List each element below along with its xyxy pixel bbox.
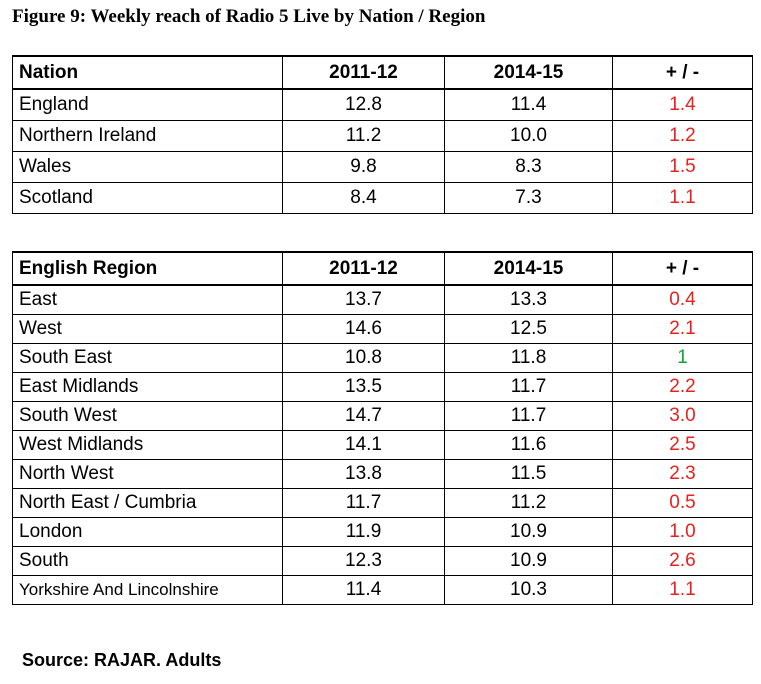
table-row: West Midlands 14.1 11.6 2.5 xyxy=(12,430,753,460)
column-header-2011-12: 2011-12 xyxy=(282,55,445,90)
table-row: North West 13.8 11.5 2.3 xyxy=(12,459,753,489)
column-header-english-region: English Region xyxy=(12,251,283,286)
change-cell: 1.1 xyxy=(612,575,753,605)
value-2011-12-cell: 9.8 xyxy=(282,151,445,183)
table-row: London 11.9 10.9 1.0 xyxy=(12,517,753,547)
table-row: West 14.6 12.5 2.1 xyxy=(12,314,753,344)
change-cell: 0.4 xyxy=(612,284,753,315)
value-2011-12-cell: 14.6 xyxy=(282,314,445,344)
change-cell: 1 xyxy=(612,343,753,373)
value-2011-12-cell: 12.8 xyxy=(282,88,445,121)
value-2011-12-cell: 11.9 xyxy=(282,517,445,547)
value-2014-15-cell: 10.9 xyxy=(444,546,613,576)
table-row: East Midlands 13.5 11.7 2.2 xyxy=(12,372,753,402)
nation-table: Nation 2011-12 2014-15 + / - England 12.8… xyxy=(12,55,753,214)
value-2014-15-cell: 11.8 xyxy=(444,343,613,373)
row-name-cell: Northern Ireland xyxy=(12,120,283,152)
change-cell: 2.6 xyxy=(612,546,753,576)
region-table: English Region 2011-12 2014-15 + / - Eas… xyxy=(12,251,753,605)
column-header-2011-12: 2011-12 xyxy=(282,251,445,286)
row-name-cell: England xyxy=(12,88,283,121)
row-name-cell: North West xyxy=(12,459,283,489)
value-2014-15-cell: 10.3 xyxy=(444,575,613,605)
value-2011-12-cell: 11.7 xyxy=(282,488,445,518)
value-2014-15-cell: 8.3 xyxy=(444,151,613,183)
change-cell: 1.0 xyxy=(612,517,753,547)
table-row: North East / Cumbria 11.7 11.2 0.5 xyxy=(12,488,753,518)
column-header-change: + / - xyxy=(612,55,753,90)
change-cell: 1.2 xyxy=(612,120,753,152)
change-cell: 2.5 xyxy=(612,430,753,460)
value-2014-15-cell: 11.7 xyxy=(444,372,613,402)
column-header-2014-15: 2014-15 xyxy=(444,55,613,90)
value-2014-15-cell: 13.3 xyxy=(444,284,613,315)
column-header-change: + / - xyxy=(612,251,753,286)
value-2011-12-cell: 13.5 xyxy=(282,372,445,402)
row-name-cell: South West xyxy=(12,401,283,431)
figure-title: Figure 9: Weekly reach of Radio 5 Live b… xyxy=(12,6,486,27)
table-row: Wales 9.8 8.3 1.5 xyxy=(12,151,753,183)
table-row: East 13.7 13.3 0.4 xyxy=(12,284,753,315)
value-2014-15-cell: 11.2 xyxy=(444,488,613,518)
change-cell: 1.1 xyxy=(612,182,753,214)
column-header-2014-15: 2014-15 xyxy=(444,251,613,286)
value-2014-15-cell: 11.7 xyxy=(444,401,613,431)
value-2014-15-cell: 7.3 xyxy=(444,182,613,214)
table-row: Scotland 8.4 7.3 1.1 xyxy=(12,182,753,214)
value-2011-12-cell: 11.4 xyxy=(282,575,445,605)
table-header-row: English Region 2011-12 2014-15 + / - xyxy=(12,251,753,286)
row-name-cell: Scotland xyxy=(12,182,283,214)
value-2011-12-cell: 14.7 xyxy=(282,401,445,431)
row-name-cell: Yorkshire And Lincolnshire xyxy=(12,575,283,605)
row-name-cell: East xyxy=(12,284,283,315)
column-header-nation: Nation xyxy=(12,55,283,90)
change-cell: 2.1 xyxy=(612,314,753,344)
table-row: South East 10.8 11.8 1 xyxy=(12,343,753,373)
row-name-cell: West xyxy=(12,314,283,344)
table-row: South 12.3 10.9 2.6 xyxy=(12,546,753,576)
table-row: Northern Ireland 11.2 10.0 1.2 xyxy=(12,120,753,152)
row-name-cell: East Midlands xyxy=(12,372,283,402)
value-2011-12-cell: 12.3 xyxy=(282,546,445,576)
source-note: Source: RAJAR. Adults xyxy=(22,650,222,670)
row-name-cell: South East xyxy=(12,343,283,373)
table-row: Yorkshire And Lincolnshire 11.4 10.3 1.1 xyxy=(12,575,753,605)
change-cell: 1.5 xyxy=(612,151,753,183)
row-name-cell: Wales xyxy=(12,151,283,183)
value-2014-15-cell: 11.5 xyxy=(444,459,613,489)
value-2011-12-cell: 8.4 xyxy=(282,182,445,214)
value-2014-15-cell: 11.4 xyxy=(444,88,613,121)
row-name-cell: South xyxy=(12,546,283,576)
table-row: South West 14.7 11.7 3.0 xyxy=(12,401,753,431)
value-2011-12-cell: 14.1 xyxy=(282,430,445,460)
table-row: England 12.8 11.4 1.4 xyxy=(12,88,753,121)
change-cell: 1.4 xyxy=(612,88,753,121)
change-cell: 0.5 xyxy=(612,488,753,518)
value-2014-15-cell: 10.9 xyxy=(444,517,613,547)
value-2011-12-cell: 11.2 xyxy=(282,120,445,152)
value-2014-15-cell: 10.0 xyxy=(444,120,613,152)
change-cell: 2.3 xyxy=(612,459,753,489)
value-2011-12-cell: 13.7 xyxy=(282,284,445,315)
value-2014-15-cell: 12.5 xyxy=(444,314,613,344)
table-header-row: Nation 2011-12 2014-15 + / - xyxy=(12,55,753,90)
row-name-cell: West Midlands xyxy=(12,430,283,460)
change-cell: 2.2 xyxy=(612,372,753,402)
value-2011-12-cell: 10.8 xyxy=(282,343,445,373)
change-cell: 3.0 xyxy=(612,401,753,431)
value-2011-12-cell: 13.8 xyxy=(282,459,445,489)
row-name-cell: London xyxy=(12,517,283,547)
row-name-cell: North East / Cumbria xyxy=(12,488,283,518)
value-2014-15-cell: 11.6 xyxy=(444,430,613,460)
